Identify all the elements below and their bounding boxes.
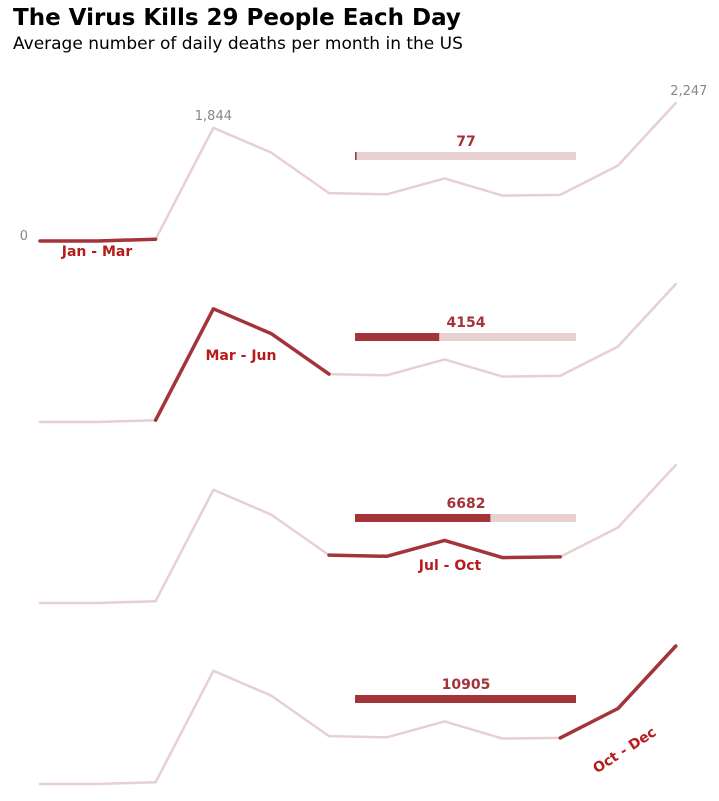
chart-subtitle: Average number of daily deaths per month…	[13, 34, 463, 54]
series-line-highlight	[153, 307, 331, 422]
series-line-highlight	[327, 538, 562, 560]
panel-1: 77 Jan - Mar 0 1,844 2,247	[20, 84, 708, 260]
total-value-label: 77	[456, 134, 475, 150]
series-line-faded	[38, 463, 678, 605]
series-line-faded	[38, 282, 678, 424]
total-bar-track	[355, 152, 576, 160]
chart-title: The Virus Kills 29 People Each Day	[13, 5, 461, 31]
total-bar-fill	[355, 695, 576, 703]
period-label: Oct - Dec	[590, 724, 659, 777]
series-line-highlight	[558, 644, 678, 740]
period-label: Jan - Mar	[61, 244, 133, 260]
min-value-label: 0	[20, 229, 28, 244]
total-value-label: 10905	[442, 677, 491, 693]
total-value-label: 6682	[447, 496, 486, 512]
series-line-faded	[38, 644, 678, 786]
panel-2: 4154 Mar - Jun	[38, 282, 678, 424]
total-value-label: 4154	[447, 315, 486, 331]
period-label: Jul - Oct	[418, 558, 482, 574]
total-bar-track	[355, 333, 576, 341]
total-bar-fill	[355, 152, 357, 160]
period-label: Mar - Jun	[206, 348, 277, 364]
total-bar-fill	[355, 333, 440, 341]
total-bar-fill	[355, 514, 491, 522]
max-value-label: 2,247	[670, 84, 707, 99]
panel-4: 10905 Oct - Dec	[38, 644, 678, 786]
panel-3: 6682 Jul - Oct	[38, 463, 678, 605]
series-line-highlight	[38, 237, 158, 243]
series-line-faded	[38, 101, 678, 243]
peak-value-label: 1,844	[195, 109, 232, 124]
